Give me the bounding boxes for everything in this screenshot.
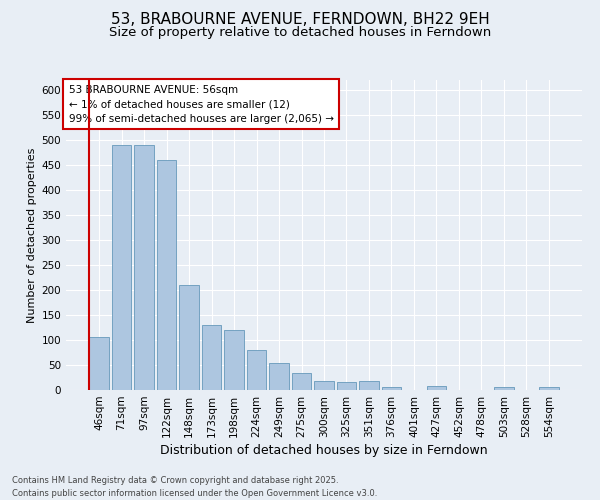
Bar <box>179 285 199 390</box>
Text: Size of property relative to detached houses in Ferndown: Size of property relative to detached ho… <box>109 26 491 39</box>
Bar <box>539 386 559 390</box>
X-axis label: Distribution of detached houses by size in Ferndown: Distribution of detached houses by size … <box>160 444 488 457</box>
Bar <box>157 160 176 390</box>
Text: 53, BRABOURNE AVENUE, FERNDOWN, BH22 9EH: 53, BRABOURNE AVENUE, FERNDOWN, BH22 9EH <box>110 12 490 28</box>
Bar <box>292 372 311 390</box>
Bar <box>269 362 289 390</box>
Text: 53 BRABOURNE AVENUE: 56sqm
← 1% of detached houses are smaller (12)
99% of semi-: 53 BRABOURNE AVENUE: 56sqm ← 1% of detac… <box>68 84 334 124</box>
Y-axis label: Number of detached properties: Number of detached properties <box>27 148 37 322</box>
Text: Contains HM Land Registry data © Crown copyright and database right 2025.
Contai: Contains HM Land Registry data © Crown c… <box>12 476 377 498</box>
Bar <box>359 381 379 390</box>
Bar <box>314 381 334 390</box>
Bar <box>89 336 109 390</box>
Bar <box>382 386 401 390</box>
Bar <box>494 386 514 390</box>
Bar <box>224 330 244 390</box>
Bar <box>337 382 356 390</box>
Bar <box>112 145 131 390</box>
Bar <box>247 350 266 390</box>
Bar <box>202 325 221 390</box>
Bar <box>134 145 154 390</box>
Bar <box>427 386 446 390</box>
